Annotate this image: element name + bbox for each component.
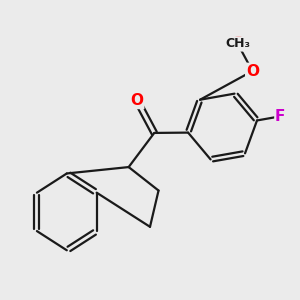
Text: O: O (231, 36, 244, 51)
Text: CH₃: CH₃ (225, 37, 250, 50)
Text: O: O (246, 64, 259, 79)
Text: F: F (275, 109, 285, 124)
Text: O: O (131, 93, 144, 108)
Text: O: O (246, 64, 259, 79)
